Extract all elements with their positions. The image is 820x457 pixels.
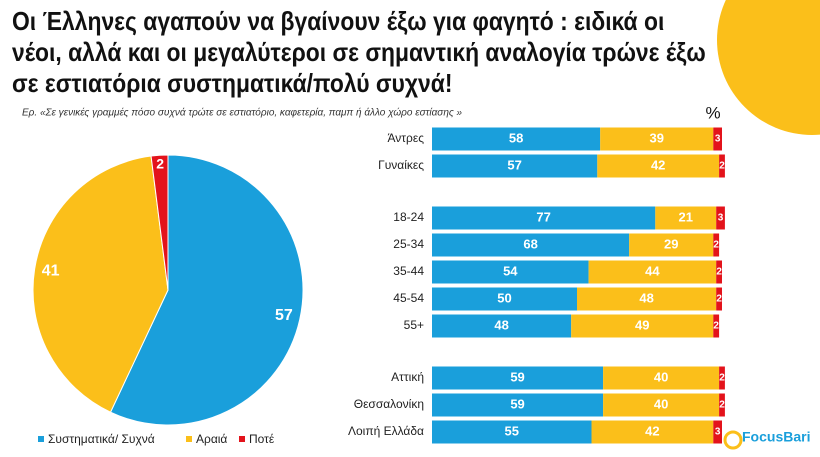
- bar-segment: [432, 233, 630, 257]
- bar-segment: [432, 287, 577, 311]
- bar-value-label: 2: [719, 373, 725, 384]
- logo: FocusBari: [742, 429, 810, 445]
- category-label: Θεσσαλονίκη: [354, 397, 424, 411]
- logo-icon: [723, 430, 743, 450]
- category-label: 35-44: [393, 264, 424, 278]
- bar-segment: [432, 127, 601, 151]
- bar-value-label: 40: [654, 369, 668, 384]
- category-label: 45-54: [393, 291, 424, 305]
- bar-segment: [713, 420, 722, 444]
- bar-segment: [603, 366, 720, 390]
- bar-segment: [571, 314, 714, 338]
- category-label: Αττική: [391, 370, 424, 384]
- bar-value-label: 59: [510, 369, 524, 384]
- decor-circle: [717, 0, 820, 135]
- bar-value-label: 40: [654, 396, 668, 411]
- bar-value-label: 39: [650, 130, 664, 145]
- bar-value-label: 2: [719, 400, 725, 411]
- bar-segment: [577, 287, 717, 311]
- category-label: Λοιπή Ελλάδα: [348, 424, 424, 438]
- bar-value-label: 21: [679, 209, 693, 224]
- bar-value-label: 44: [645, 263, 660, 278]
- bar-value-label: 2: [719, 161, 725, 172]
- bar-segment: [432, 314, 572, 338]
- bar-value-label: 58: [509, 130, 523, 145]
- legend-swatch: [239, 436, 245, 442]
- subtitle: Ερ. «Σε γενικές γραμμές πόσο συχνά τρώτε…: [22, 107, 463, 119]
- bar-segment: [603, 393, 720, 417]
- pie-label: 57: [275, 307, 293, 324]
- bar-segment: [597, 154, 720, 178]
- pie-slice: [109, 154, 304, 426]
- legend-swatch: [38, 436, 44, 442]
- bar-value-label: 54: [503, 263, 518, 278]
- bar-segment: [432, 393, 604, 417]
- bar-segment: [432, 206, 656, 230]
- bar-segment: [629, 233, 714, 257]
- bar-value-label: 57: [507, 157, 521, 172]
- bar-segment: [432, 154, 598, 178]
- pie-slice: [32, 155, 169, 413]
- bar-value-label: 3: [715, 134, 721, 145]
- bar-value-label: 50: [497, 290, 511, 305]
- bar-segment: [432, 260, 589, 284]
- bar-segment: [716, 206, 725, 230]
- legend-label: Ποτέ: [249, 432, 275, 446]
- bar-segment: [716, 287, 722, 311]
- bar-value-label: 42: [645, 423, 659, 438]
- bar-segment: [719, 154, 725, 178]
- category-label: Άντρες: [388, 131, 425, 145]
- bar-value-label: 3: [718, 213, 724, 224]
- bar-value-label: 3: [715, 427, 721, 438]
- bar-segment: [713, 127, 722, 151]
- bar-value-label: 68: [523, 236, 537, 251]
- bar-segment: [655, 206, 717, 230]
- bar-value-label: 42: [651, 157, 665, 172]
- bar-segment: [600, 127, 714, 151]
- category-label: 55+: [404, 318, 424, 332]
- bar-value-label: 59: [510, 396, 524, 411]
- bar-value-label: 29: [664, 236, 678, 251]
- legend-swatch: [186, 436, 192, 442]
- bar-segment: [432, 366, 604, 390]
- bar-segment: [432, 420, 592, 444]
- bar-segment: [713, 233, 720, 257]
- bar-segment: [713, 314, 720, 338]
- pie-slice: [150, 154, 169, 291]
- bar-segment: [719, 366, 725, 390]
- category-label: 25-34: [393, 237, 424, 251]
- bar-segment: [716, 260, 722, 284]
- bar-value-label: 49: [635, 317, 649, 332]
- title: Οι Έλληνες αγαπούν να βγαίνουν έξω για φ…: [12, 6, 706, 98]
- bar-value-label: 55: [505, 423, 519, 438]
- bar-value-label: 2: [713, 240, 719, 251]
- pie-label: 41: [42, 263, 60, 280]
- bar-segment: [588, 260, 717, 284]
- unit-label: %: [705, 103, 720, 122]
- category-label: Γυναίκες: [378, 158, 424, 172]
- legend-label: Συστηματικά/ Συχνά: [48, 432, 155, 446]
- bar-segment: [719, 393, 725, 417]
- bar-value-label: 2: [716, 267, 722, 278]
- pie-label: 2: [156, 155, 164, 171]
- bar-value-label: 48: [494, 317, 508, 332]
- bar-value-label: 2: [713, 321, 719, 332]
- category-label: 18-24: [393, 210, 424, 224]
- legend-label: Αραιά: [196, 432, 227, 446]
- bar-value-label: 48: [639, 290, 653, 305]
- bar-value-label: 2: [716, 294, 722, 305]
- bar-segment: [591, 420, 714, 444]
- bar-value-label: 77: [536, 209, 550, 224]
